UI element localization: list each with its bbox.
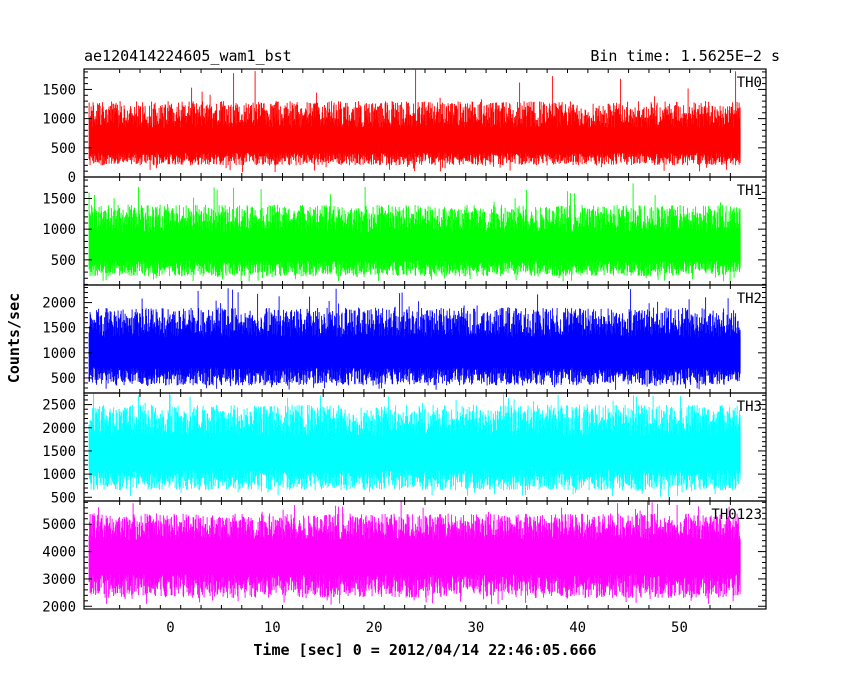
panel-th1: 500 1000 1500 TH1: [42, 176, 767, 286]
panel-th1-label: TH1: [737, 183, 762, 199]
panel-th3-ytick-label: 500: [51, 490, 76, 506]
x-tick-label: 30: [467, 620, 484, 636]
x-axis-label: Time [sec] 0 = 2012/04/14 22:46:05.666: [253, 641, 596, 659]
x-tick-label: 10: [264, 620, 281, 636]
series-th1-band: [89, 232, 741, 261]
panel-th2-ytick-label: 1500: [42, 321, 76, 337]
panel-th1-ytick-label: 1500: [42, 191, 76, 207]
panel-th0123: 2000 3000 4000 5000 TH0123: [42, 500, 767, 615]
series-th3-band: [89, 436, 741, 470]
panel-th2-label: TH2: [737, 291, 762, 307]
panel-th0123-ytick-label: 4000: [42, 545, 76, 561]
panel-th3-ytick-label: 2000: [42, 421, 76, 437]
panel-th0-ytick-label: 1000: [42, 112, 76, 128]
panel-th0: 0 500 1000 1500 TH0: [42, 68, 767, 186]
panel-th3-ytick-label: 1500: [42, 444, 76, 460]
x-tick-label: 40: [569, 620, 586, 636]
x-tick-label: 50: [671, 620, 688, 636]
series-th0-band: [89, 127, 741, 153]
panel-th0-label: TH0: [737, 75, 762, 91]
panel-th2-ytick-label: 2000: [42, 296, 76, 312]
panel-th3-ytick-label: 2500: [42, 398, 76, 414]
series-th2-band: [89, 336, 741, 368]
panel-th0123-ytick-label: 3000: [42, 572, 76, 588]
series-th0123-band: [89, 539, 741, 575]
bin-time-label: Bin time: 1.5625E−2 s: [590, 47, 780, 65]
panel-th0123-ytick-label: 5000: [42, 517, 76, 533]
panel-th0-ytick-label: 500: [51, 141, 76, 157]
panel-th0123-label: TH0123: [711, 507, 762, 523]
chart-title: ae120414224605_wam1_bst: [84, 47, 292, 65]
panel-th3-ytick-label: 1000: [42, 467, 76, 483]
panels: 0 500 1000 1500 TH0 500 1000 1500 TH1 500 1000 1500…: [42, 68, 767, 615]
x-axis-ticks: 0 10 20 30 40 50: [166, 620, 688, 636]
panel-th1-ytick-label: 1000: [42, 222, 76, 238]
panel-th1-ytick-label: 500: [51, 253, 76, 269]
x-tick-label: 20: [366, 620, 383, 636]
panel-th3: 500 1000 1500 2000 2500 TH3: [42, 392, 767, 506]
panel-th2-ytick-label: 500: [51, 371, 76, 387]
panel-th0123-ytick-label: 2000: [42, 599, 76, 615]
panel-th0-ytick-label: 1500: [42, 82, 76, 98]
panel-th3-label: TH3: [737, 399, 762, 415]
panel-th0-ytick-label: 0: [68, 170, 76, 186]
y-axis-label: Counts/sec: [5, 293, 23, 383]
panel-th2-ytick-label: 1000: [42, 346, 76, 362]
series-th1-line: [88, 183, 741, 282]
panel-th2: 500 1000 1500 2000 TH2: [42, 284, 767, 394]
series-th0-line: [88, 69, 741, 173]
x-tick-label: 0: [166, 620, 174, 636]
